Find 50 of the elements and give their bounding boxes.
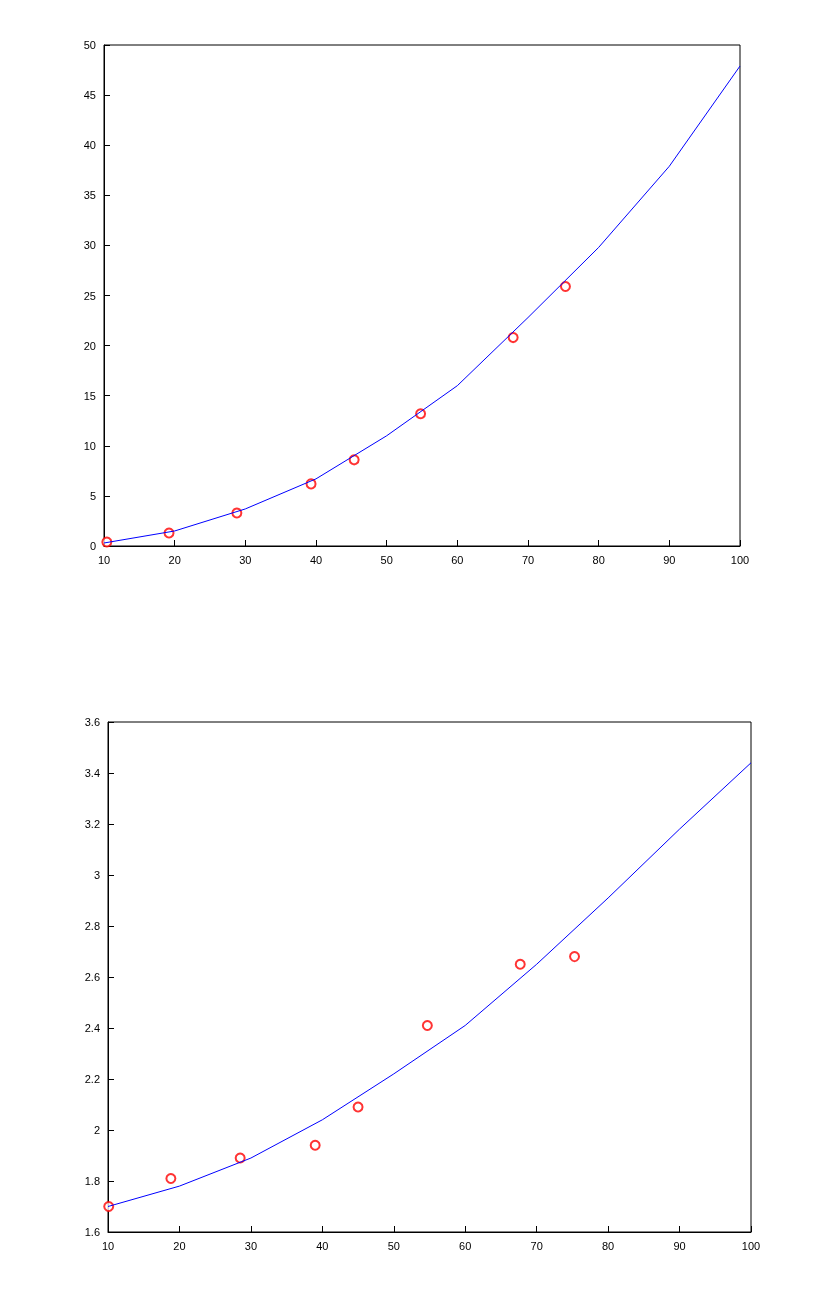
x-tick-label: 70	[521, 553, 535, 566]
point	[569, 951, 581, 963]
point	[309, 1139, 321, 1151]
y-tick-label: 3.4	[84, 767, 100, 779]
x-tick-label: 60	[459, 1239, 472, 1252]
point	[514, 958, 526, 970]
y-tick-label: 3.6	[84, 716, 100, 728]
y-tick-label: 25	[83, 289, 96, 302]
x-tick-label: 90	[673, 1239, 686, 1252]
x-tick-label: 70	[530, 1239, 543, 1252]
x-tick-label: 30	[239, 553, 252, 566]
x-tick-label: 90	[663, 553, 676, 566]
y-tick-label: 2.6	[84, 971, 100, 983]
y-tick-label: 45	[83, 89, 96, 102]
y-tick-label: 2.2	[84, 1073, 100, 1085]
y-tick-label: 3.2	[84, 818, 100, 830]
x-tick-label: 60	[451, 553, 464, 566]
y-tick-label: 40	[83, 139, 96, 152]
y-tick-label: 0	[89, 540, 96, 552]
x-tick-label: 40	[309, 553, 323, 566]
point	[507, 332, 519, 344]
point	[103, 1201, 115, 1212]
x-tick-label: 20	[168, 553, 181, 566]
y-tick-label: 5	[89, 489, 96, 502]
point	[421, 1019, 433, 1031]
y-tick-label: 2.4	[84, 1022, 100, 1034]
x-tick-label: 50	[380, 553, 393, 566]
point	[559, 280, 571, 292]
y-tick-label: 2.8	[84, 920, 100, 932]
y-tick-label: 35	[83, 189, 96, 202]
x-tick-label: 30	[244, 1239, 258, 1252]
x-tick-label: 80	[592, 553, 605, 566]
y-tick-label: 10	[83, 439, 96, 452]
y-tick-label: 20	[83, 339, 96, 352]
point	[165, 1172, 177, 1184]
x-tick-label: 100	[730, 553, 750, 566]
x-tick-label: 40	[316, 1239, 329, 1252]
y-tick-label: 30	[83, 239, 96, 252]
x-tick-label: 50	[387, 1239, 400, 1252]
y-tick-label: 15	[83, 389, 96, 402]
x-tick-label: 100	[741, 1239, 761, 1252]
x-tick-label: 80	[601, 1239, 615, 1252]
y-tick-label: 50	[83, 39, 96, 51]
y-tick-label: 1.6	[84, 1226, 100, 1238]
y-tick-label: 3	[93, 869, 100, 881]
point	[352, 1101, 364, 1113]
y-tick-label: 1.8	[84, 1175, 100, 1187]
y-tick-label: 2	[93, 1124, 100, 1136]
x-tick-label: 10	[101, 1239, 115, 1252]
x-tick-label: 20	[173, 1239, 186, 1252]
